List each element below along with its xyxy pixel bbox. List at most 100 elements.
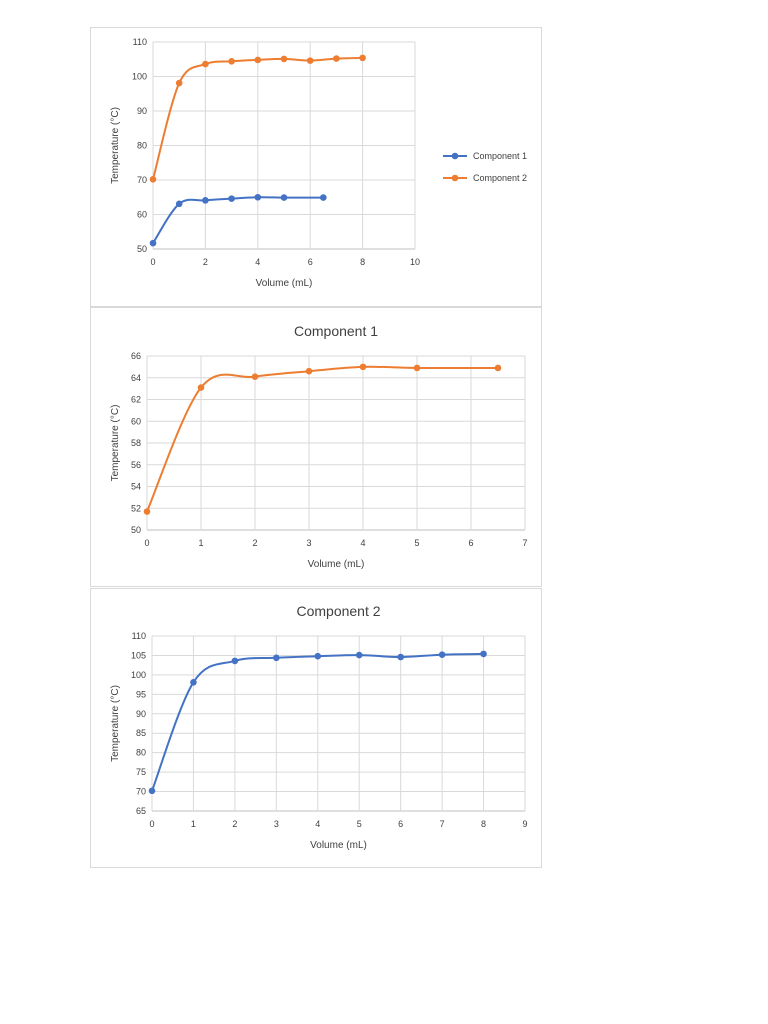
x-tick-label: 9	[522, 819, 527, 829]
data-point	[148, 787, 156, 795]
x-tick-label: 7	[522, 538, 527, 548]
legend-marker	[451, 174, 459, 182]
y-axis-label: Temperature (°C)	[110, 107, 121, 184]
y-tick-label: 70	[137, 175, 147, 185]
chart-title: Component 1	[294, 323, 378, 339]
data-point	[175, 200, 183, 208]
chart-panel-combined: 50 60 70 80 90 100 110 0 2 4 6 8 10 Volume (mL) Temper…	[90, 27, 542, 307]
y-tick-label: 95	[136, 689, 146, 699]
x-tick-label: 4	[315, 819, 320, 829]
y-tick-label: 60	[131, 416, 141, 426]
y-tick-label: 105	[131, 650, 146, 660]
x-tick-label: 2	[203, 257, 208, 267]
chart-panel-component-1: Component 1 50 52 54 56 58 60 62 64 66 0 1 2 3 4 5 6 7 Vol…	[90, 307, 542, 587]
x-tick-label: 0	[150, 257, 155, 267]
data-point	[359, 363, 367, 371]
x-tick-label: 10	[410, 257, 420, 267]
x-tick-label: 0	[144, 538, 149, 548]
data-point	[254, 193, 262, 201]
data-point	[333, 55, 340, 62]
data-point	[438, 651, 446, 658]
y-tick-label: 56	[131, 460, 141, 470]
x-tick-label: 1	[198, 538, 203, 548]
x-tick-label: 2	[252, 538, 257, 548]
x-tick-label: 5	[414, 538, 419, 548]
data-point	[197, 384, 205, 391]
y-tick-label: 66	[131, 351, 141, 361]
x-axis-label: Volume (mL)	[256, 278, 313, 289]
y-tick-label: 60	[137, 210, 147, 220]
x-tick-label: 8	[481, 819, 486, 829]
combined-chart: 50 60 70 80 90 100 110 0 2 4 6 8 10 Volume (mL) Temper…	[110, 37, 527, 289]
legend-marker	[451, 152, 459, 160]
data-point	[228, 58, 235, 65]
y-tick-label: 58	[131, 438, 141, 448]
y-tick-label: 110	[132, 631, 146, 641]
data-point	[143, 508, 151, 515]
data-point	[359, 54, 366, 62]
data-point	[202, 197, 209, 204]
y-tick-label: 65	[136, 806, 146, 816]
x-tick-label: 4	[255, 257, 260, 267]
y-axis-label: Temperature (°C)	[110, 685, 121, 762]
data-point	[149, 239, 157, 247]
data-point	[320, 194, 327, 201]
x-tick-label: 2	[232, 819, 237, 829]
data-point	[480, 650, 487, 658]
chart-title: Component 2	[296, 603, 380, 619]
data-point	[273, 654, 280, 662]
x-tick-label: 5	[357, 819, 362, 829]
data-point	[254, 56, 262, 64]
x-axis-label: Volume (mL)	[310, 840, 367, 851]
y-tick-label: 50	[131, 525, 141, 535]
y-tick-label: 100	[132, 72, 147, 82]
data-point	[306, 57, 314, 64]
data-point	[231, 657, 239, 665]
data-point	[314, 652, 322, 660]
data-point	[149, 176, 157, 183]
x-tick-label: 6	[468, 538, 473, 548]
x-tick-label: 6	[398, 819, 403, 829]
x-tick-label: 7	[440, 819, 445, 829]
data-point	[228, 195, 235, 202]
y-tick-label: 90	[137, 106, 147, 116]
y-axis-label: Temperature (°C)	[110, 405, 121, 482]
x-tick-label: 6	[308, 257, 313, 267]
data-point	[251, 373, 259, 380]
y-tick-label: 54	[131, 482, 141, 492]
data-point	[190, 678, 197, 686]
x-tick-label: 3	[306, 538, 311, 548]
x-tick-label: 3	[274, 819, 279, 829]
x-tick-label: 4	[360, 538, 365, 548]
data-point	[280, 194, 288, 201]
component-2-chart: Component 2 65 70 75 80 85 90 95 100 105 110 0 1 2 3 4 5…	[110, 603, 528, 851]
y-tick-label: 100	[131, 670, 146, 680]
y-tick-label: 75	[136, 767, 146, 777]
y-tick-label: 62	[131, 395, 141, 405]
x-tick-label: 8	[360, 257, 365, 267]
y-tick-label: 80	[137, 141, 147, 151]
data-point	[175, 79, 183, 87]
y-tick-label: 50	[137, 244, 147, 254]
x-tick-label: 0	[149, 819, 154, 829]
y-tick-label: 70	[136, 787, 146, 797]
data-point	[280, 55, 288, 63]
y-tick-label: 64	[131, 373, 141, 383]
data-point	[305, 367, 313, 375]
legend-label: Component 2	[473, 173, 527, 183]
y-tick-label: 80	[136, 748, 146, 758]
chart-panel-component-2: Component 2 65 70 75 80 85 90 95 100 105 110 0 1 2 3 4 5…	[90, 588, 542, 868]
y-tick-label: 52	[131, 503, 141, 513]
data-point	[413, 364, 421, 372]
y-tick-label: 90	[136, 709, 146, 719]
data-point	[355, 651, 363, 659]
y-tick-label: 85	[136, 728, 146, 738]
x-axis-label: Volume (mL)	[308, 559, 365, 570]
x-tick-label: 1	[191, 819, 196, 829]
data-point	[202, 60, 209, 68]
legend-label: Component 1	[473, 151, 527, 161]
y-tick-label: 110	[133, 37, 147, 47]
data-point	[397, 653, 404, 661]
data-point	[494, 364, 502, 372]
